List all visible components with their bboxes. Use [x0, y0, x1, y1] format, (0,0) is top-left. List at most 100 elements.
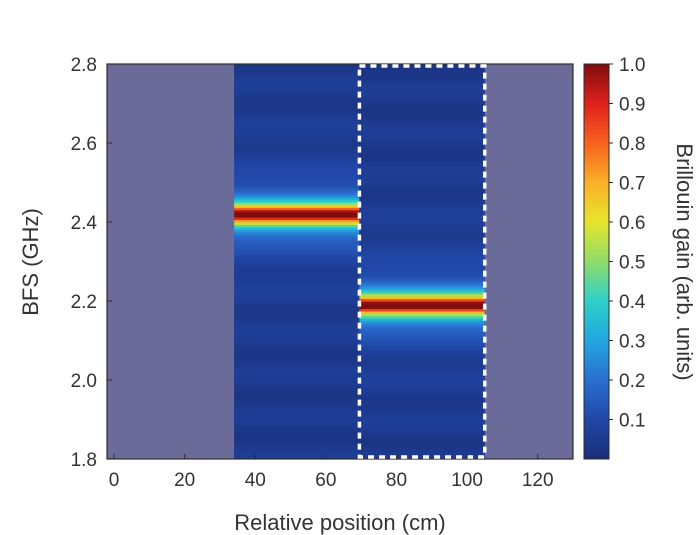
heatmap-cell	[359, 192, 485, 196]
y-tick-label: 2.6	[71, 134, 97, 155]
heatmap-cell	[234, 68, 360, 73]
heatmap-cell	[359, 246, 485, 250]
heatmap-cell	[234, 219, 360, 223]
heatmap-cell	[234, 177, 360, 181]
heatmap-cell	[234, 125, 360, 129]
heatmap-cell	[234, 135, 360, 139]
heatmap-cell	[234, 347, 360, 351]
heatmap-cell	[359, 308, 485, 312]
heatmap-cell	[359, 214, 485, 218]
heatmap-cell	[234, 244, 360, 248]
heatmap-cell	[234, 424, 360, 428]
heatmap-cell	[234, 426, 360, 430]
heatmap-cell	[359, 256, 485, 260]
heatmap-cell	[234, 66, 360, 70]
heatmap-cell	[359, 101, 485, 105]
heatmap-cell	[234, 150, 360, 154]
heatmap-cell	[234, 436, 360, 440]
heatmap-cell	[234, 419, 360, 423]
heatmap-cell	[234, 333, 360, 337]
heatmap-cell	[234, 412, 360, 416]
heatmap-cell	[234, 451, 360, 455]
heatmap-cell	[234, 81, 360, 85]
heatmap-cell	[359, 222, 485, 226]
heatmap-cell	[359, 283, 485, 287]
heatmap-cell	[234, 345, 360, 349]
heatmap-cell	[234, 189, 360, 193]
heatmap-cell	[234, 421, 360, 426]
heatmap-cell	[359, 66, 485, 70]
heatmap-cell	[359, 98, 485, 102]
y-axis-label: BFS (GHz)	[18, 208, 43, 316]
heatmap-cell	[359, 83, 485, 87]
heatmap-cell	[234, 291, 360, 295]
heatmap-cell	[359, 429, 485, 433]
heatmap-cell	[234, 175, 360, 179]
heatmap-cell	[234, 64, 360, 68]
heatmap-cell	[359, 108, 485, 112]
y-tick-label: 2.0	[71, 371, 97, 392]
heatmap-cell	[234, 110, 360, 114]
heatmap-cell	[359, 434, 485, 438]
heatmap-cell	[234, 236, 360, 240]
heatmap-cell	[234, 256, 360, 260]
heatmap-cell	[359, 454, 485, 458]
heatmap-cell	[234, 352, 360, 356]
heatmap-cell	[234, 143, 360, 147]
heatmap-cell	[234, 113, 360, 117]
heatmap-cell	[359, 204, 485, 208]
heatmap-cell	[359, 184, 485, 189]
heatmap-cell	[234, 308, 360, 312]
heatmap-cell	[234, 335, 360, 339]
heatmap-cell	[359, 68, 485, 73]
heatmap-cell	[359, 125, 485, 129]
highlight-box	[357, 64, 487, 459]
heatmap-cell	[234, 88, 360, 92]
heatmap-cell	[359, 320, 485, 324]
heatmap-cell	[234, 123, 360, 127]
heatmap-cell	[234, 417, 360, 421]
heatmap-cell	[234, 184, 360, 189]
heatmap-cell	[359, 404, 485, 408]
heatmap-cell	[234, 370, 360, 374]
heatmap-cell	[234, 288, 360, 292]
heatmap-cell	[359, 444, 485, 448]
heatmap-cell	[359, 298, 485, 302]
heatmap-cell	[234, 197, 360, 201]
heatmap-cell	[359, 268, 485, 272]
heatmap-cell	[359, 180, 485, 184]
x-tick-label: 60	[315, 470, 336, 491]
heatmap-cell	[359, 229, 485, 233]
heatmap-cell	[234, 394, 360, 398]
heatmap-cell	[359, 439, 485, 443]
heatmap-cell	[359, 140, 485, 144]
y-tick-label: 1.8	[71, 450, 97, 471]
heatmap-cell	[234, 431, 360, 435]
heatmap-cell	[234, 409, 360, 413]
heatmap-cell	[359, 421, 485, 426]
heatmap-cell	[234, 217, 360, 221]
heatmap-cell	[359, 384, 485, 389]
heatmap-cell	[234, 187, 360, 191]
heatmap-cell	[234, 130, 360, 134]
colorbar-tick-label: 0.1	[619, 411, 645, 432]
heatmap-cell	[359, 372, 485, 376]
heatmap-cell	[234, 140, 360, 144]
heatmap-cell	[234, 360, 360, 364]
heatmap-cell	[234, 239, 360, 243]
heatmap-cell	[234, 328, 360, 332]
heatmap-cell	[359, 342, 485, 347]
heatmap-cell	[234, 167, 360, 171]
heatmap-cell	[359, 241, 485, 245]
heatmap-cell	[234, 340, 360, 344]
heatmap-cell	[359, 120, 485, 124]
heatmap-cell	[359, 157, 485, 161]
heatmap-cell	[234, 101, 360, 105]
heatmap-cell	[359, 105, 485, 110]
heatmap-cell	[359, 367, 485, 371]
heatmap-cell	[234, 439, 360, 443]
colorbar-tick-label: 0.2	[619, 371, 645, 392]
heatmap-cell	[359, 202, 485, 206]
heatmap-cell	[234, 283, 360, 287]
x-tick-label: 0	[109, 470, 120, 491]
